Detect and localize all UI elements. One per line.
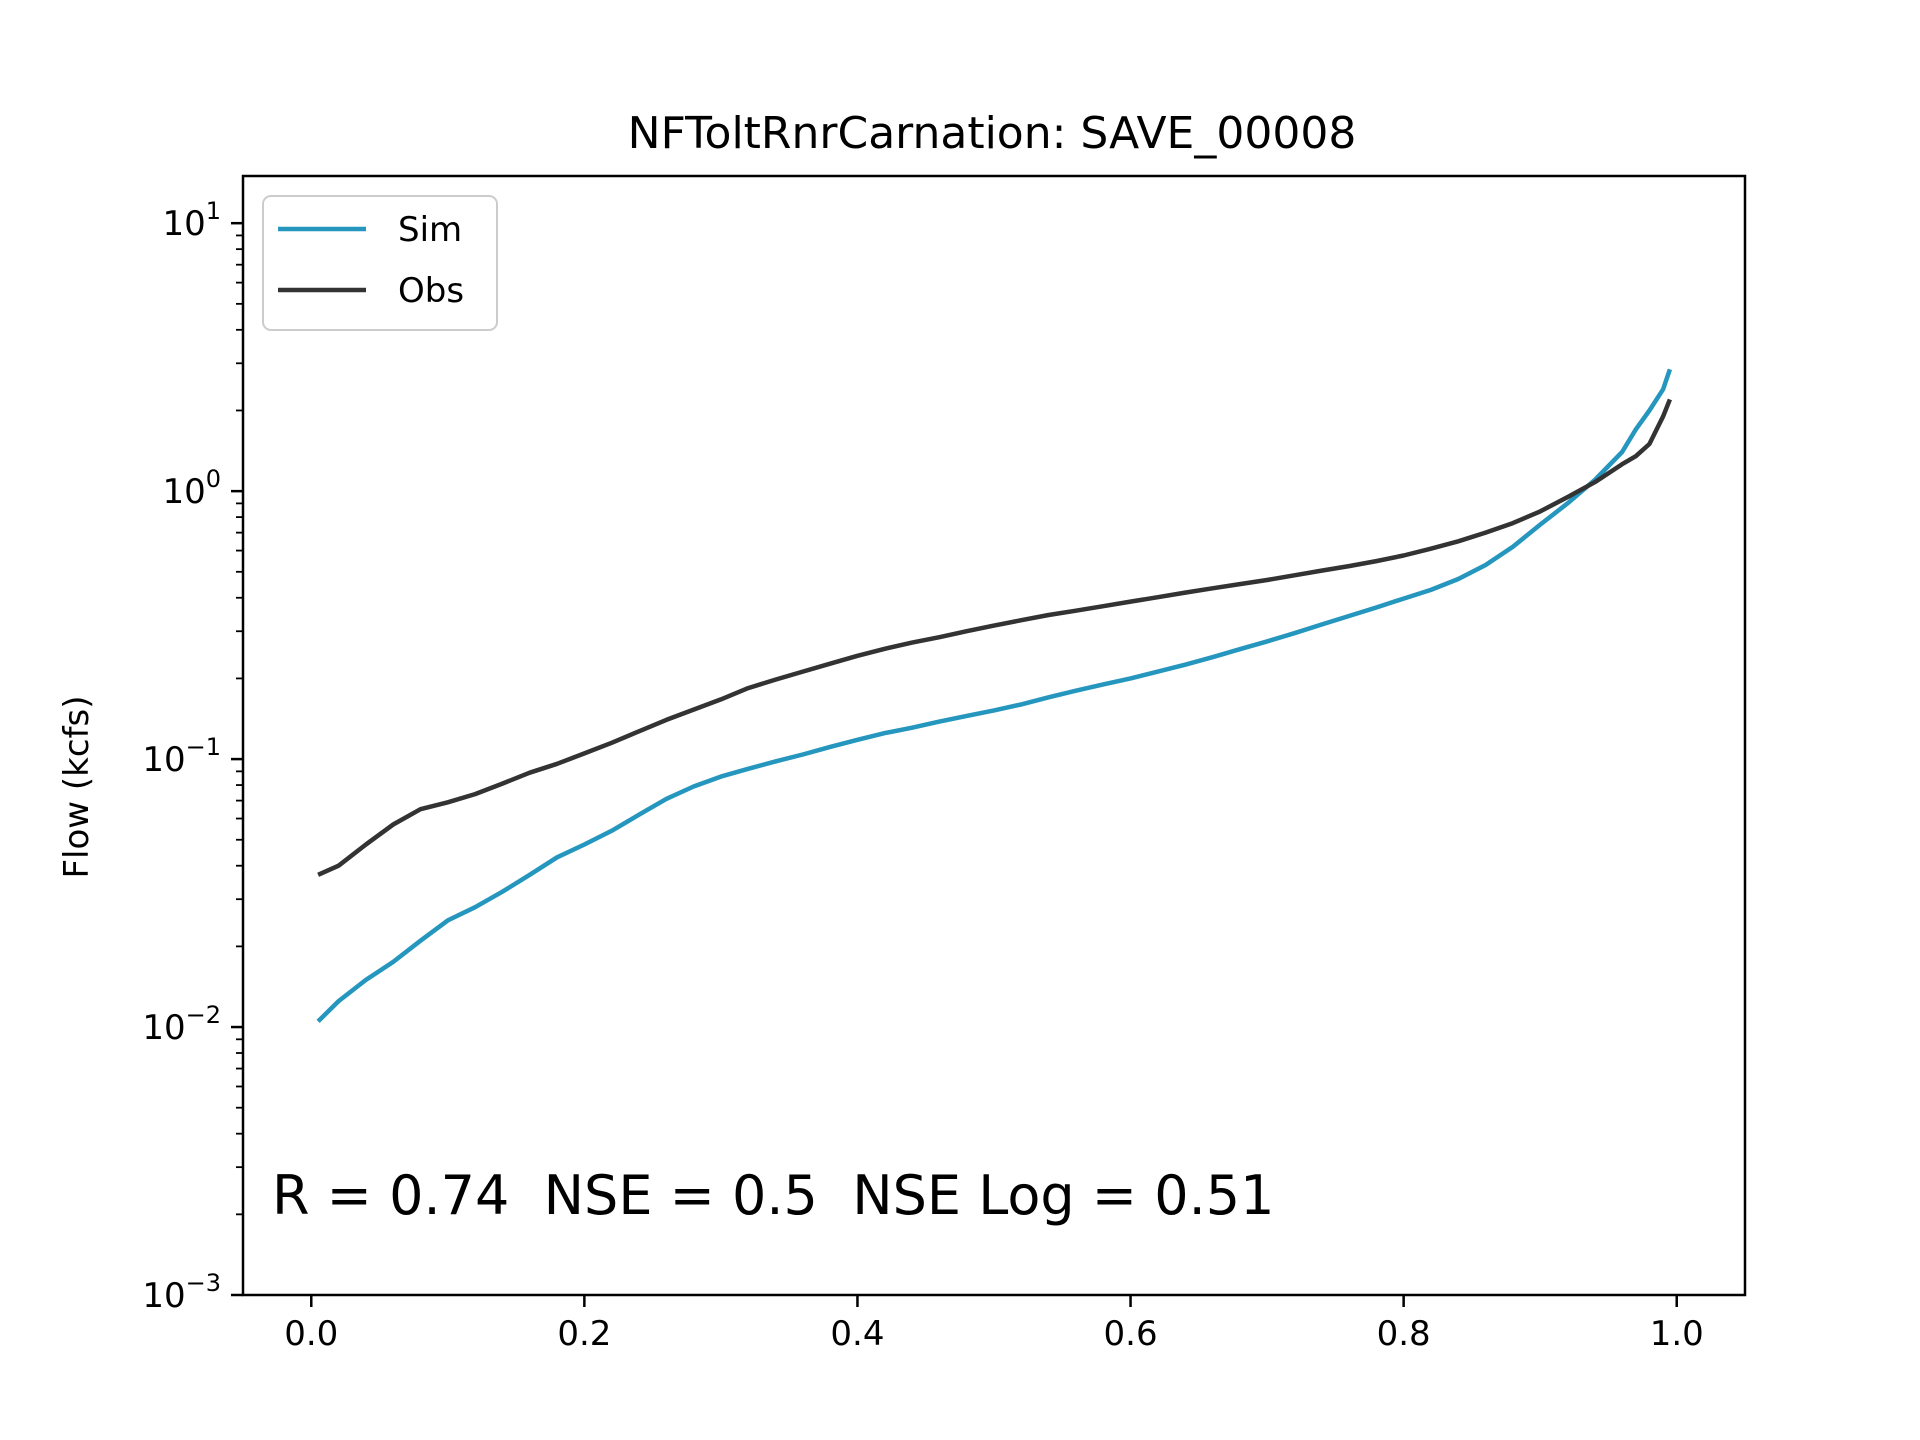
y-tick-exponent: −1 — [186, 733, 221, 761]
y-tick-base: 10 — [142, 1008, 185, 1048]
plot-frame — [241, 174, 1747, 1297]
y-tick-label: 10−1 — [142, 733, 221, 780]
y-tick-label: 101 — [162, 197, 221, 244]
y-tick-exponent: 0 — [206, 465, 221, 493]
y-tick-base: 10 — [162, 204, 205, 244]
y-tick-base: 10 — [162, 472, 205, 512]
legend-label-obs: Obs — [398, 271, 464, 311]
metrics-annotation: R = 0.74 NSE = 0.5 NSE Log = 0.51 — [272, 1164, 1274, 1227]
x-tick-label: 0.0 — [284, 1314, 338, 1354]
legend: Sim Obs — [262, 195, 498, 331]
x-tick-label: 0.4 — [830, 1314, 884, 1354]
y-axis-label: Flow (kcfs) — [57, 695, 97, 878]
y-tick-label: 10−2 — [142, 1001, 221, 1048]
y-tick-label: 10−3 — [142, 1269, 221, 1316]
series-line-sim — [316, 368, 1673, 1023]
y-tick-exponent: −3 — [186, 1269, 221, 1297]
x-tick-label: 0.8 — [1377, 1314, 1431, 1354]
plot-lines — [316, 368, 1673, 1023]
y-tick-base: 10 — [142, 740, 185, 780]
y-tick-base: 10 — [142, 1276, 185, 1316]
x-tick-label: 1.0 — [1650, 1314, 1704, 1354]
y-tick-exponent: 1 — [206, 197, 221, 225]
x-axis: 0.0 0.2 0.4 0.6 0.8 1.0 — [284, 1295, 1704, 1354]
y-tick-label: 100 — [162, 465, 221, 512]
x-tick-label: 0.2 — [557, 1314, 611, 1354]
series-line-obs — [317, 398, 1672, 877]
y-tick-exponent: −2 — [186, 1001, 221, 1029]
x-tick-label: 0.6 — [1104, 1314, 1158, 1354]
chart-title: NFToltRnrCarnation: SAVE_00008 — [628, 108, 1357, 159]
legend-label-sim: Sim — [398, 210, 462, 250]
